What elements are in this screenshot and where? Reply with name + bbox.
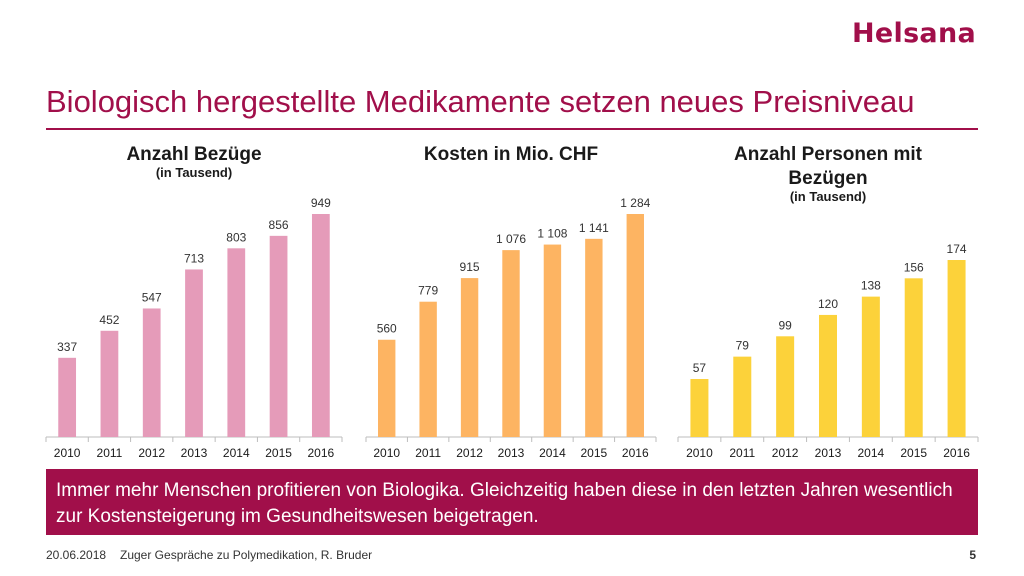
bar-2016 <box>626 214 644 437</box>
page-number: 5 <box>969 548 976 562</box>
x-tick-label: 2016 <box>943 446 970 460</box>
x-tick-label: 2016 <box>308 446 335 460</box>
chart-anzahl-bezuege-svg: Anzahl Bezüge(in Tausend) 337 2010 452 2011 5… <box>45 144 343 460</box>
chart-title: Bezügen <box>788 168 867 189</box>
chart-kosten: Kosten in Mio. CHF 560 2010 779 2011 915 2012 1… <box>365 140 657 470</box>
bar-2012 <box>776 336 795 437</box>
x-tick-label: 2012 <box>772 446 799 460</box>
x-tick-label: 2015 <box>581 446 608 460</box>
chart-anzahl-personen: Anzahl Personen mit Bezügen (in Tausend) 57… <box>677 140 979 470</box>
bar-2010 <box>58 357 77 437</box>
bar-2016 <box>947 260 966 437</box>
data-label: 1 108 <box>537 227 567 241</box>
key-message-text: Immer mehr Menschen profitieren von Biol… <box>56 480 953 527</box>
bar-2016 <box>311 214 330 437</box>
chart-anzahl-bezuege: Anzahl Bezüge (in Tausend) 337 2010 452 2011 5… <box>45 140 343 470</box>
x-tick-label: 2013 <box>815 446 842 460</box>
x-tick-label: 2010 <box>686 446 713 460</box>
x-tick-label: 2014 <box>539 446 566 460</box>
x-tick-label: 2013 <box>181 446 208 460</box>
chart-title: Anzahl Bezüge <box>126 144 261 165</box>
bar-2014 <box>543 244 562 437</box>
data-label: 803 <box>226 230 246 244</box>
data-label: 1 076 <box>496 232 526 246</box>
chart-title: Anzahl Personen mit <box>734 144 923 165</box>
bar-2011 <box>419 301 437 437</box>
x-tick-label: 2010 <box>373 446 400 460</box>
data-label: 174 <box>947 242 967 256</box>
x-tick-label: 2011 <box>415 446 441 460</box>
bar-2012 <box>142 308 161 437</box>
bar-2010 <box>378 339 396 437</box>
data-label: 79 <box>736 339 750 353</box>
data-label: 337 <box>57 340 77 354</box>
data-label: 138 <box>861 279 881 293</box>
bar-2010 <box>690 379 709 437</box>
bar-2011 <box>100 330 119 437</box>
x-tick-label: 2014 <box>223 446 250 460</box>
x-tick-label: 2012 <box>456 446 483 460</box>
x-tick-label: 2015 <box>265 446 292 460</box>
slide-title: Biologisch hergestellte Medikamente setz… <box>46 84 915 119</box>
chart-title: Kosten in Mio. CHF <box>424 144 598 165</box>
bar-2013 <box>502 250 520 437</box>
data-label: 949 <box>311 196 331 210</box>
data-label: 856 <box>269 218 289 232</box>
footer-text: Zuger Gespräche zu Polymedikation, R. Br… <box>120 548 373 562</box>
bar-2015 <box>269 235 288 437</box>
bar-2014 <box>861 296 880 437</box>
x-tick-label: 2012 <box>138 446 165 460</box>
x-tick-label: 2013 <box>498 446 525 460</box>
title-divider <box>46 128 978 130</box>
data-label: 560 <box>377 322 397 336</box>
data-label: 156 <box>904 260 924 274</box>
chart-anzahl-personen-svg: Anzahl Personen mit Bezügen(in Tausend) 57… <box>677 144 979 460</box>
data-label: 99 <box>778 318 792 332</box>
chart-subtitle: (in Tausend) <box>790 189 866 204</box>
data-label: 120 <box>818 297 838 311</box>
chart-subtitle: (in Tausend) <box>156 165 232 180</box>
bar-2012 <box>460 278 479 437</box>
data-label: 915 <box>460 260 480 274</box>
bar-2013 <box>185 269 203 437</box>
bar-2014 <box>227 248 246 437</box>
key-message-box: Immer mehr Menschen profitieren von Biol… <box>46 469 978 535</box>
data-label: 1 284 <box>620 196 650 210</box>
data-label: 547 <box>142 290 162 304</box>
data-label: 1 141 <box>579 221 609 235</box>
x-tick-label: 2014 <box>858 446 885 460</box>
helsana-logo: Helsana <box>852 18 976 49</box>
x-tick-label: 2016 <box>622 446 649 460</box>
bar-2015 <box>585 238 603 437</box>
bar-2013 <box>819 314 837 437</box>
x-tick-label: 2011 <box>729 446 755 460</box>
data-label: 713 <box>184 251 204 265</box>
bar-2015 <box>904 278 923 437</box>
x-tick-label: 2011 <box>97 446 123 460</box>
chart-kosten-svg: Kosten in Mio. CHF 560 2010 779 2011 915 2012 1… <box>365 144 657 460</box>
x-tick-label: 2015 <box>900 446 927 460</box>
data-label: 779 <box>418 284 438 298</box>
bar-2011 <box>733 356 752 437</box>
footer-date: 20.06.2018 <box>46 548 107 562</box>
data-label: 452 <box>99 313 119 327</box>
x-tick-label: 2010 <box>54 446 81 460</box>
data-label: 57 <box>693 361 707 375</box>
